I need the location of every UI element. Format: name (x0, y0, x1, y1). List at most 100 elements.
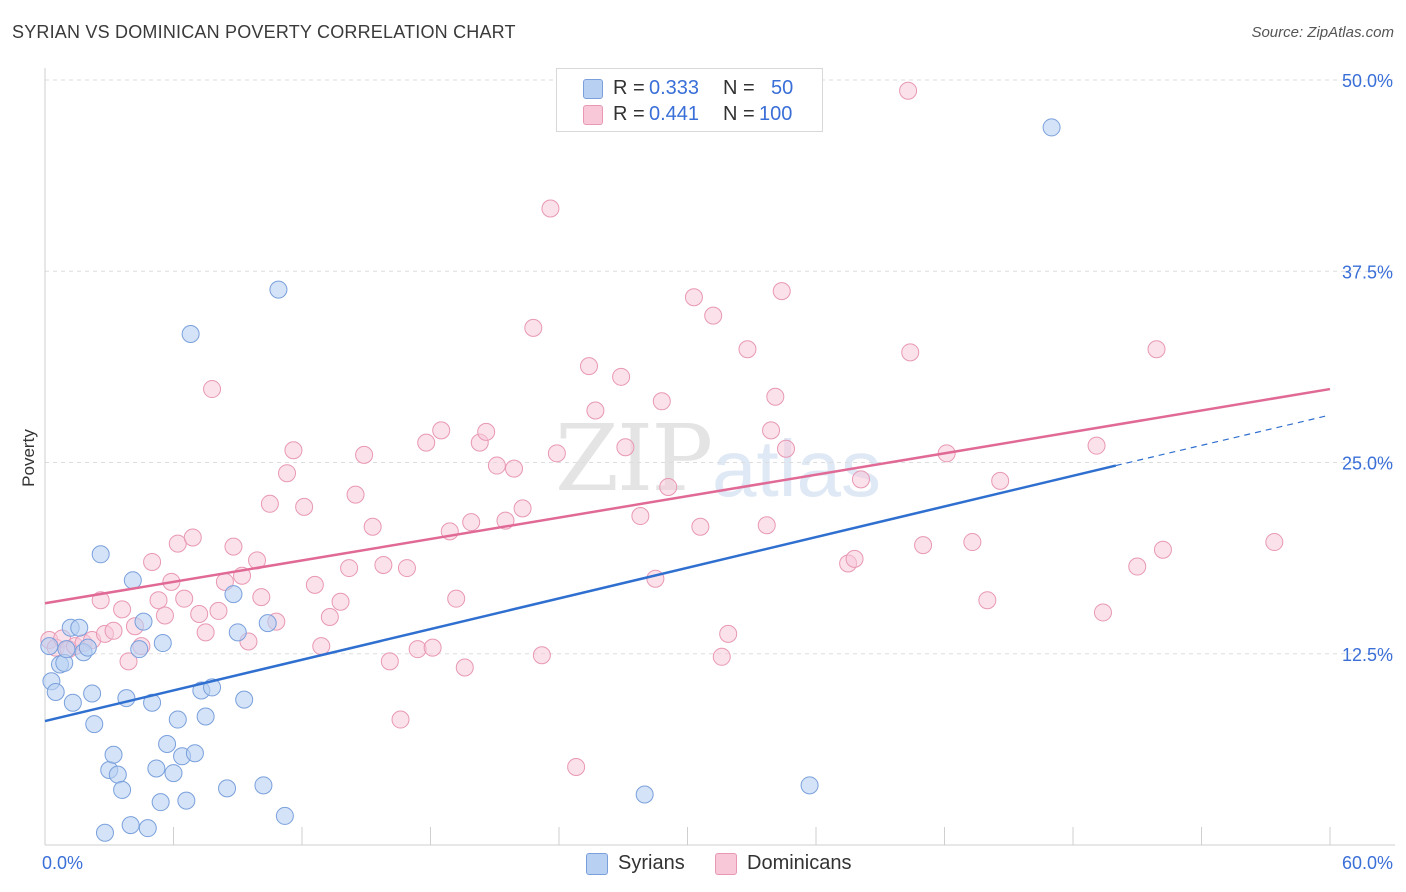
syrian-point (800, 776, 819, 795)
syrian-point (40, 637, 59, 656)
dominican-point (757, 516, 776, 535)
dominican-point (149, 591, 168, 610)
dominican-point (380, 652, 399, 671)
dominican-point (104, 621, 123, 640)
dominicans-n-value: 100 (759, 103, 793, 125)
trend-lines (44, 387, 1331, 723)
dominican-point (355, 445, 374, 464)
syrian-point (46, 683, 65, 701)
axes (44, 68, 1395, 846)
dominican-point (616, 438, 635, 457)
syrian-point (113, 780, 132, 799)
dominican-point (659, 477, 678, 496)
dominican-point (513, 499, 532, 518)
dominican-point (738, 340, 757, 359)
dominican-point (391, 710, 410, 729)
dominicans-r-value: 0.441 (649, 103, 700, 125)
syrians-r-value: 0.333 (649, 77, 700, 99)
x-tick-label: 60.0% (1342, 853, 1393, 873)
y-tick-label: 50.0% (1342, 71, 1393, 91)
dominican-trend-line (44, 387, 1331, 605)
dominican-point (312, 637, 331, 656)
dominican-point (175, 589, 194, 608)
dominican-point (209, 601, 228, 620)
syrian-point (108, 765, 127, 784)
syrians-legend-label: Syrians (618, 852, 685, 874)
dominican-point (547, 444, 566, 463)
syrian-point (83, 684, 102, 703)
dominican-point (113, 600, 132, 619)
dominican-point (541, 199, 560, 218)
dominican-point (447, 589, 466, 608)
dominican-point (168, 534, 187, 553)
dominican-point (203, 380, 222, 399)
correlation-legend: R = 0.333 N = 50 R = 0.441 N = 100 (556, 68, 823, 132)
dominican-point (586, 401, 605, 420)
dominican-point (567, 757, 586, 776)
dominicans-r-label: R = (613, 103, 645, 125)
syrian-point (138, 819, 157, 838)
y-axis-label: Poverty (19, 429, 38, 487)
dominican-point (684, 288, 703, 307)
syrian-point (143, 693, 162, 712)
syrian-point (177, 791, 196, 810)
syrian-point (269, 280, 288, 299)
dominican-point (278, 464, 297, 483)
source-label: Source: ZipAtlas.com (1251, 24, 1394, 41)
dominican-point (991, 471, 1010, 490)
dominican-point (119, 652, 138, 671)
dominican-point (1087, 436, 1106, 455)
dominican-point (455, 658, 474, 677)
syrian-point (185, 744, 204, 763)
syrians-n-value: 50 (771, 77, 794, 99)
grid-lines (45, 79, 1395, 655)
dominican-point (408, 640, 427, 659)
syrian-point (147, 759, 166, 778)
dominican-point (224, 537, 243, 556)
dominicans-legend-label: Dominicans (747, 852, 852, 874)
syrian-point (235, 690, 254, 709)
dominican-point (295, 497, 314, 516)
syrian-point (70, 618, 89, 637)
syrians-n-label: N = (723, 77, 755, 99)
y-tick-label: 12.5% (1342, 645, 1393, 665)
dominican-point (320, 608, 339, 627)
syrian-point (258, 614, 277, 633)
dominican-point (505, 459, 524, 478)
dominican-point (462, 513, 481, 532)
syrian-point (95, 823, 114, 842)
dominican-point (487, 456, 506, 475)
syrian-point (104, 745, 123, 764)
dominican-point (1128, 557, 1147, 576)
syrian-point (153, 634, 172, 653)
dominican-point (1147, 340, 1166, 359)
dominican-point (762, 421, 781, 440)
dominican-point (532, 646, 551, 665)
syrian-point (78, 638, 97, 657)
dominican-point (374, 556, 393, 575)
y-tick-label: 25.0% (1342, 454, 1393, 474)
syrian-point (134, 612, 153, 631)
dominican-point (196, 623, 215, 642)
dominican-point (766, 387, 785, 406)
dominican-point (851, 470, 870, 489)
syrian-trend-line (44, 464, 1117, 723)
dominican-point (899, 81, 918, 100)
syrian-point (130, 640, 149, 659)
dominican-point (704, 306, 723, 325)
syrian-trend-extension (1115, 414, 1331, 467)
x-tick-label: 0.0% (42, 853, 83, 873)
dominican-point (712, 647, 731, 666)
syrian-point (196, 707, 215, 726)
syrian-point (1042, 118, 1061, 137)
dominican-point (914, 536, 933, 555)
dominican-point (423, 638, 442, 657)
syrian-point (57, 640, 76, 659)
dominican-point (1153, 540, 1172, 559)
dominican-point (691, 517, 710, 536)
dominican-point (260, 494, 279, 513)
dominican-point (143, 552, 162, 571)
dominican-point (978, 591, 997, 610)
dominican-point (719, 624, 738, 643)
